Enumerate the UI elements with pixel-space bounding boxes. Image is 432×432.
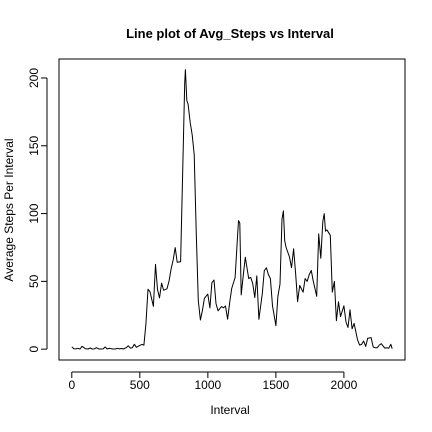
y-tick-label: 150 xyxy=(27,135,41,155)
y-tick-label: 100 xyxy=(27,203,41,223)
x-tick-label: 0 xyxy=(68,378,75,392)
y-axis-label: Average Steps Per Interval xyxy=(2,138,16,281)
x-tick-label: 500 xyxy=(130,378,150,392)
axes: 0 500 1000 1500 2000 0 50 100 150 200 xyxy=(27,68,358,392)
y-tick-label: 50 xyxy=(27,274,41,288)
plot-area-frame xyxy=(58,58,406,361)
y-tick-label: 0 xyxy=(27,345,41,352)
x-tick-label: 1000 xyxy=(194,378,221,392)
x-tick-label: 1500 xyxy=(263,378,290,392)
x-tick-label: 2000 xyxy=(331,378,358,392)
y-tick-label: 200 xyxy=(27,68,41,88)
chart-title: Line plot of Avg_Steps vs Interval xyxy=(126,26,334,41)
x-axis-label: Interval xyxy=(210,403,249,417)
series-line-avg-steps xyxy=(71,69,393,350)
